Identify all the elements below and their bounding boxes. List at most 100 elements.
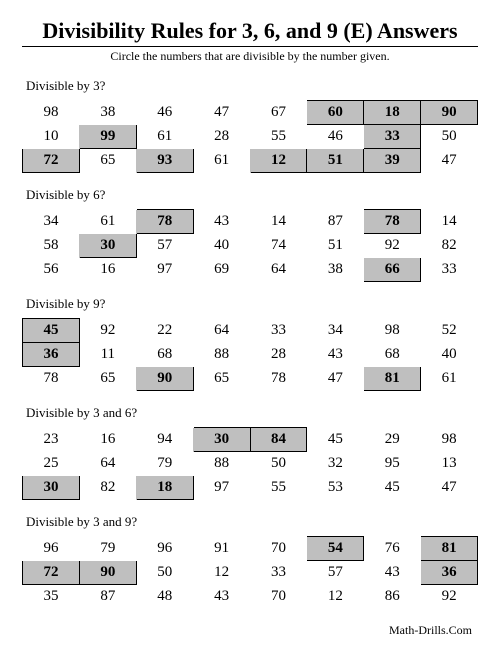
table-row: 3587484370128692 (23, 585, 478, 609)
number-cell: 38 (307, 258, 364, 282)
number-cell: 65 (79, 149, 136, 173)
number-grid: 9838464767601890109961285546335072659361… (22, 100, 478, 173)
number-cell: 40 (193, 234, 250, 258)
worksheet-page: Divisibility Rules for 3, 6, and 9 (E) A… (0, 0, 500, 648)
section-label: Divisible by 3? (26, 78, 478, 94)
number-cell: 36 (23, 343, 80, 367)
table-row: 7265936112513947 (23, 149, 478, 173)
instruction-text: Circle the numbers that are divisible by… (22, 49, 478, 64)
number-cell: 14 (421, 210, 478, 234)
number-cell: 52 (421, 319, 478, 343)
number-cell: 65 (79, 367, 136, 391)
number-cell: 22 (136, 319, 193, 343)
number-cell: 78 (136, 210, 193, 234)
number-cell: 53 (307, 476, 364, 500)
number-cell: 68 (364, 343, 421, 367)
number-cell: 91 (193, 537, 250, 561)
table-row: 2564798850329513 (23, 452, 478, 476)
number-cell: 93 (136, 149, 193, 173)
number-grid: 3461784314877814583057407451928256169769… (22, 209, 478, 282)
number-cell: 54 (307, 537, 364, 561)
number-cell: 18 (364, 101, 421, 125)
number-cell: 45 (307, 428, 364, 452)
number-cell: 33 (421, 258, 478, 282)
number-cell: 61 (193, 149, 250, 173)
number-cell: 92 (364, 234, 421, 258)
number-cell: 87 (307, 210, 364, 234)
number-cell: 98 (421, 428, 478, 452)
section-label: Divisible by 3 and 9? (26, 514, 478, 530)
number-cell: 72 (23, 149, 80, 173)
number-cell: 92 (421, 585, 478, 609)
number-cell: 30 (23, 476, 80, 500)
number-cell: 50 (421, 125, 478, 149)
number-cell: 60 (307, 101, 364, 125)
number-grid: 9679969170547681729050123357433635874843… (22, 536, 478, 609)
table-row: 9838464767601890 (23, 101, 478, 125)
number-cell: 55 (250, 476, 307, 500)
number-cell: 11 (79, 343, 136, 367)
table-row: 7865906578478161 (23, 367, 478, 391)
number-cell: 16 (79, 428, 136, 452)
number-cell: 16 (79, 258, 136, 282)
number-cell: 57 (136, 234, 193, 258)
table-row: 7290501233574336 (23, 561, 478, 585)
number-cell: 90 (136, 367, 193, 391)
number-cell: 88 (193, 452, 250, 476)
number-cell: 47 (421, 149, 478, 173)
number-cell: 40 (421, 343, 478, 367)
table-row: 3461784314877814 (23, 210, 478, 234)
number-cell: 33 (250, 561, 307, 585)
number-cell: 34 (23, 210, 80, 234)
number-cell: 38 (79, 101, 136, 125)
number-cell: 13 (421, 452, 478, 476)
number-cell: 84 (250, 428, 307, 452)
number-cell: 51 (307, 234, 364, 258)
number-cell: 94 (136, 428, 193, 452)
number-cell: 10 (23, 125, 80, 149)
number-cell: 81 (421, 537, 478, 561)
number-cell: 98 (23, 101, 80, 125)
number-cell: 82 (421, 234, 478, 258)
number-cell: 97 (136, 258, 193, 282)
number-cell: 43 (307, 343, 364, 367)
table-row: 3611688828436840 (23, 343, 478, 367)
number-cell: 90 (79, 561, 136, 585)
number-cell: 36 (421, 561, 478, 585)
number-cell: 61 (421, 367, 478, 391)
number-cell: 55 (250, 125, 307, 149)
number-cell: 67 (250, 101, 307, 125)
table-row: 5830574074519282 (23, 234, 478, 258)
section-label: Divisible by 6? (26, 187, 478, 203)
number-cell: 82 (79, 476, 136, 500)
number-cell: 79 (136, 452, 193, 476)
number-cell: 35 (23, 585, 80, 609)
number-cell: 69 (193, 258, 250, 282)
number-cell: 39 (364, 149, 421, 173)
number-cell: 32 (307, 452, 364, 476)
number-cell: 92 (79, 319, 136, 343)
number-cell: 90 (421, 101, 478, 125)
number-cell: 97 (193, 476, 250, 500)
table-row: 2316943084452998 (23, 428, 478, 452)
number-cell: 76 (364, 537, 421, 561)
number-cell: 64 (250, 258, 307, 282)
number-cell: 28 (250, 343, 307, 367)
number-cell: 12 (193, 561, 250, 585)
number-cell: 28 (193, 125, 250, 149)
number-cell: 78 (23, 367, 80, 391)
sections-container: Divisible by 3?9838464767601890109961285… (22, 78, 478, 609)
number-cell: 14 (250, 210, 307, 234)
number-cell: 70 (250, 585, 307, 609)
footer-credit: Math-Drills.Com (22, 623, 478, 638)
number-cell: 51 (307, 149, 364, 173)
number-cell: 46 (307, 125, 364, 149)
number-cell: 99 (79, 125, 136, 149)
number-cell: 12 (250, 149, 307, 173)
number-cell: 46 (136, 101, 193, 125)
number-cell: 47 (421, 476, 478, 500)
number-cell: 43 (193, 585, 250, 609)
number-cell: 79 (79, 537, 136, 561)
number-cell: 47 (193, 101, 250, 125)
number-cell: 96 (136, 537, 193, 561)
